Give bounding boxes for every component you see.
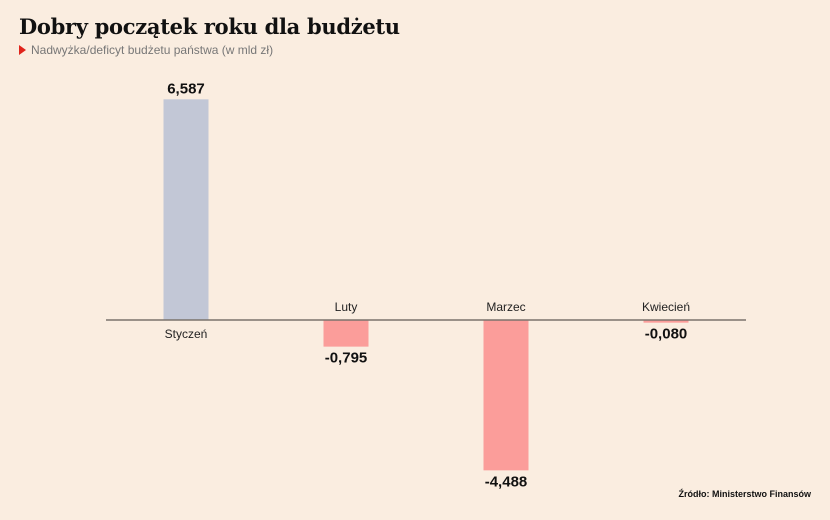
bar-3	[483, 320, 529, 471]
value-label-2: -0,795	[325, 350, 368, 367]
value-label-3: -4,488	[485, 473, 528, 490]
bar-4	[643, 320, 689, 323]
category-label-1: Styczeń	[165, 327, 208, 341]
bar-1	[163, 99, 209, 320]
value-label-1: 6,587	[167, 80, 205, 97]
play-triangle-icon	[19, 45, 26, 55]
category-label-4: Kwiecień	[642, 300, 690, 314]
value-label-4: -0,080	[645, 326, 688, 343]
bar-2	[323, 320, 369, 347]
chart-subtitle: Nadwyżka/deficyt budżetu państwa (w mld …	[31, 43, 274, 57]
category-label-2: Luty	[335, 300, 358, 314]
chart-title: Dobry początek roku dla budżetu	[19, 14, 400, 39]
subtitle-row: Nadwyżka/deficyt budżetu państwa (w mld …	[19, 43, 273, 57]
category-label-3: Marzec	[486, 300, 525, 314]
source-note: Źródło: Ministerstwo Finansów	[678, 489, 812, 499]
